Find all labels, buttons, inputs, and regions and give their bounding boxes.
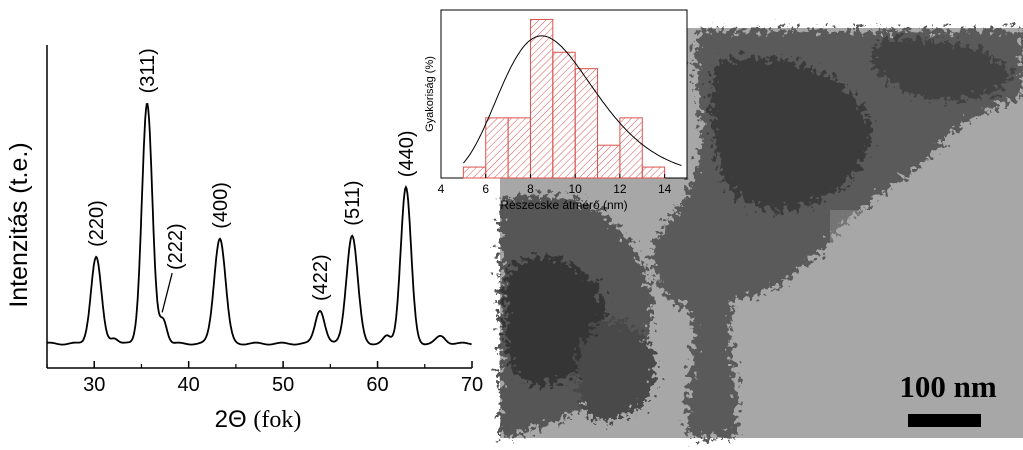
xrd-x-axis-symbol: 2Θ (215, 406, 247, 433)
xrd-x-axis-unit: (fok) (253, 407, 301, 433)
xrd-y-axis-label: Intenzitás (t.e.) (5, 142, 33, 307)
xrd-peak-label: (422) (310, 254, 332, 301)
histogram-bar (507, 117, 531, 179)
histogram-y-axis-label: Gyakoriság (%) (424, 56, 436, 132)
tem-light-area (830, 210, 1023, 360)
xrd-x-tick-label: 70 (461, 374, 483, 396)
xrd-peak-label: (440) (396, 130, 418, 177)
histogram-inset: 4 6 8 10 12 14 Gyakoriság (%) Részecske átmér… (424, 9, 688, 212)
scale-bar (908, 414, 981, 427)
histogram-x-tick-label: 6 (482, 182, 489, 196)
histogram-bar (619, 117, 643, 179)
xrd-x-axis-label: 2Θ (fok) (215, 406, 302, 433)
xrd-peak-label: (400) (210, 182, 232, 229)
xrd-pattern-line (46, 102, 472, 346)
xrd-peak-label: (220) (86, 200, 108, 247)
histogram-bar (485, 117, 509, 179)
xrd-x-tick-label: 50 (272, 374, 294, 396)
histogram-fit-curve (463, 35, 682, 166)
scale-bar-label: 100 nm (899, 369, 996, 404)
histogram-x-tick-label: 14 (658, 182, 672, 196)
histogram-bar (462, 166, 487, 179)
xrd-x-tick-label: 40 (178, 374, 200, 396)
histogram-bar (597, 144, 621, 179)
xrd-x-tick-label: 30 (83, 374, 105, 396)
xrd-x-tick-label: 60 (366, 374, 388, 396)
xrd-chart: 30 40 50 60 70 (220) (311) (222) (400) (422) (511… (5, 45, 483, 433)
histogram-x-axis-label: Részecske átmérő (nm) (500, 198, 627, 212)
xrd-peak-leader (161, 272, 173, 313)
histogram-x-tick-label: 12 (613, 182, 627, 196)
histogram-x-tick-label: 10 (569, 182, 583, 196)
tem-particle-clusters (500, 30, 1023, 438)
xrd-peak-label: (311) (137, 48, 159, 93)
histogram-bar (574, 68, 599, 179)
xrd-peak-label: (222) (165, 223, 187, 270)
histogram-x-tick-label: 4 (438, 182, 445, 196)
histogram-bars (462, 18, 666, 179)
histogram-bar (529, 18, 554, 179)
histogram-x-ticks: 4 6 8 10 12 14 (438, 174, 672, 196)
xrd-peak-labels: (220) (311) (222) (400) (422) (511) (440) (86, 48, 418, 313)
tem-image: 100 nm (500, 28, 1023, 438)
histogram-bar (641, 166, 666, 179)
histogram-x-tick-label: 8 (527, 182, 534, 196)
xrd-x-ticks: 30 40 50 60 70 (46, 361, 483, 396)
histogram-bar (552, 51, 576, 179)
xrd-peak-label: (511) (342, 180, 364, 225)
